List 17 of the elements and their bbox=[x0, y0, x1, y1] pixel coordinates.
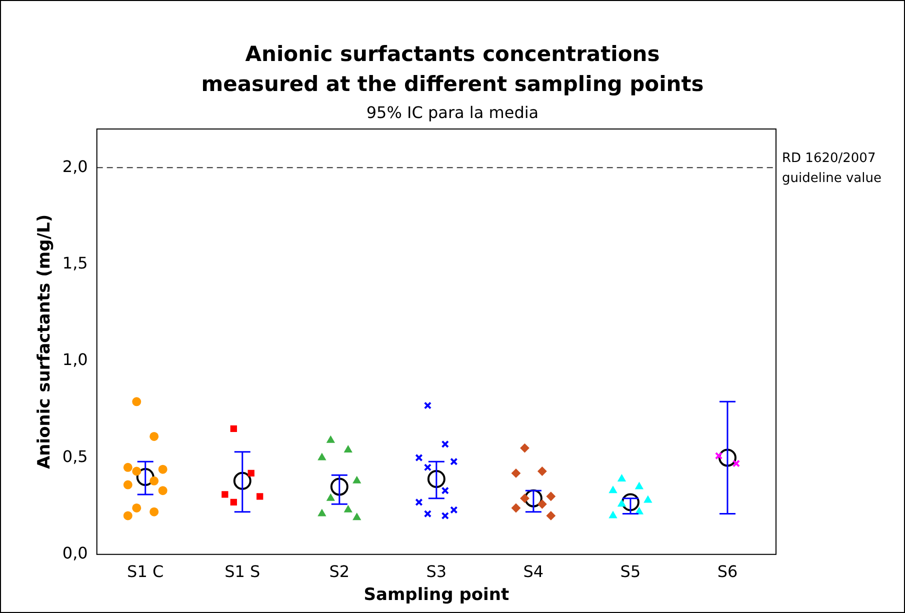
x-tick-label: S4 bbox=[523, 562, 544, 582]
ref-line-label: RD 1620/2007 guideline value bbox=[782, 151, 882, 186]
chart-subtitle: 95% IC para la media bbox=[365, 103, 540, 122]
y-tick-label: 1,5 bbox=[62, 254, 88, 273]
x-tick-label: S1 S bbox=[224, 562, 260, 582]
x-tick-label: S1 C bbox=[127, 562, 164, 582]
y-tick-label: 1,0 bbox=[62, 350, 88, 370]
x-axis-title: Sampling point bbox=[364, 585, 510, 606]
chart-title: Anionic surfactants concentrations measured at the different sampling points bbox=[200, 41, 705, 98]
y-tick-label: 0,0 bbox=[62, 544, 88, 563]
y-tick-label: 0,5 bbox=[62, 446, 88, 466]
x-tick-label: S6 bbox=[717, 562, 738, 582]
x-tick-label: S2 bbox=[329, 562, 350, 582]
y-tick-label: 2,0 bbox=[62, 156, 88, 176]
x-tick-label: S5 bbox=[620, 562, 641, 582]
x-tick-label: S3 bbox=[426, 562, 447, 582]
y-axis-title: Anionic surfactants (mg/L) bbox=[34, 214, 55, 469]
